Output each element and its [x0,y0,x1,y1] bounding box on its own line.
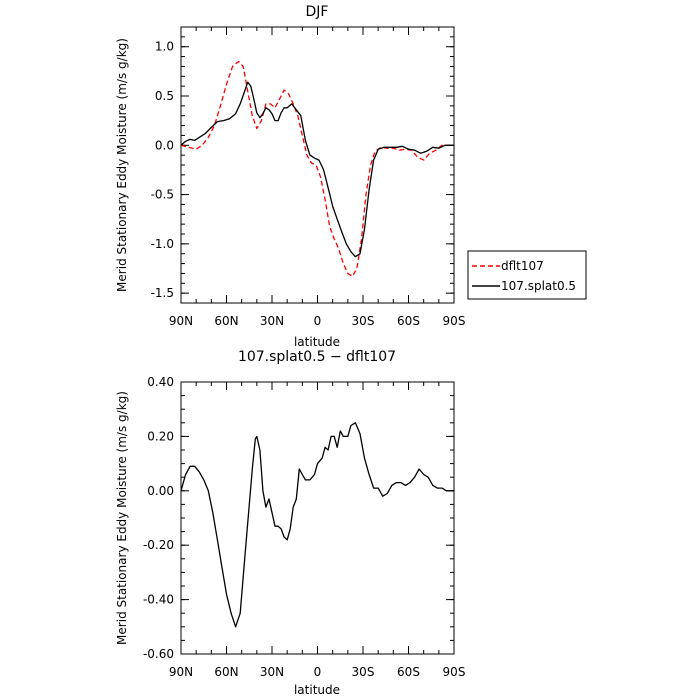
bottom-plot-area: 90N 60N 30N 0 30S 60S 90S 0.40 0.20 0.00 -0.20 -0.4… [143,375,466,679]
top-chart-title: DJF [306,4,329,20]
top-x-axis-label: latitude [294,335,340,349]
legend: dflt107 107.splat0.5 [467,250,587,300]
top-x-tick-label: 0 [314,314,322,328]
top-y-tick-label: -1.5 [151,286,174,300]
bottom-y-tick-label: 0.00 [147,484,174,498]
bottom-y-tick-label: -0.60 [143,647,174,661]
bottom-x-tick-label: 90S [443,665,466,679]
top-x-tick-label: 60N [214,314,238,328]
top-y-axis-label: Merid Stationary Eddy Moisture (m/s g/kg… [115,38,129,292]
bottom-x-tick-label: 60N [214,665,238,679]
bottom-y-tick-label: -0.20 [143,538,174,552]
bottom-series-line-0 [180,422,454,628]
bottom-plot-frame [180,381,455,655]
top-x-tick-label: 30S [352,314,375,328]
top-x-tick-label: 30N [260,314,284,328]
bottom-panel: 107.splat0.5 − dflt107 90N 60N 30N 0 30S 60S 9… [115,349,465,697]
top-x-tick-label: 90S [443,314,466,328]
bottom-x-tick-label: 30N [260,665,284,679]
legend-box [467,250,587,300]
top-series-line-107-splat0-5 [180,81,454,258]
top-y-tick-label: 0.0 [155,138,174,152]
top-plot-frame [180,26,455,304]
top-x-tick-label: 90N [169,314,193,328]
bottom-y-tick-label: -0.40 [143,593,174,607]
top-series-line-dflt107 [180,60,454,278]
top-plot-area: 90N 60N 30N 0 30S 60S 90S 1.0 0.5 0.0 -0.5 -1.0 -1.5 [151,26,466,328]
legend-label-splat: 107.splat0.5 [501,279,576,293]
top-y-tick-label: -1.0 [151,237,174,251]
bottom-x-tick-label: 90N [169,665,193,679]
top-y-tick-label: -0.5 [151,188,174,202]
bottom-x-axis-label: latitude [294,683,340,697]
top-y-tick-label: 0.5 [155,89,174,103]
top-y-tick-label: 1.0 [155,40,174,54]
top-x-tick-label: 60S [397,314,420,328]
top-panel: DJF 90N 60N 30N 0 30S 60S 90S 1.0 0.5 0.0 -0.5 -1.0… [115,4,587,349]
legend-label-dflt107: dflt107 [501,259,544,273]
bottom-x-tick-label: 60S [397,665,420,679]
bottom-y-tick-label: 0.40 [147,375,174,389]
bottom-chart-title: 107.splat0.5 − dflt107 [238,349,396,365]
bottom-y-axis-label: Merid Stationary Eddy Moisture (m/s g/kg… [115,391,129,645]
bottom-x-tick-label: 0 [314,665,322,679]
bottom-x-tick-label: 30S [352,665,375,679]
bottom-y-tick-label: 0.20 [147,429,174,443]
